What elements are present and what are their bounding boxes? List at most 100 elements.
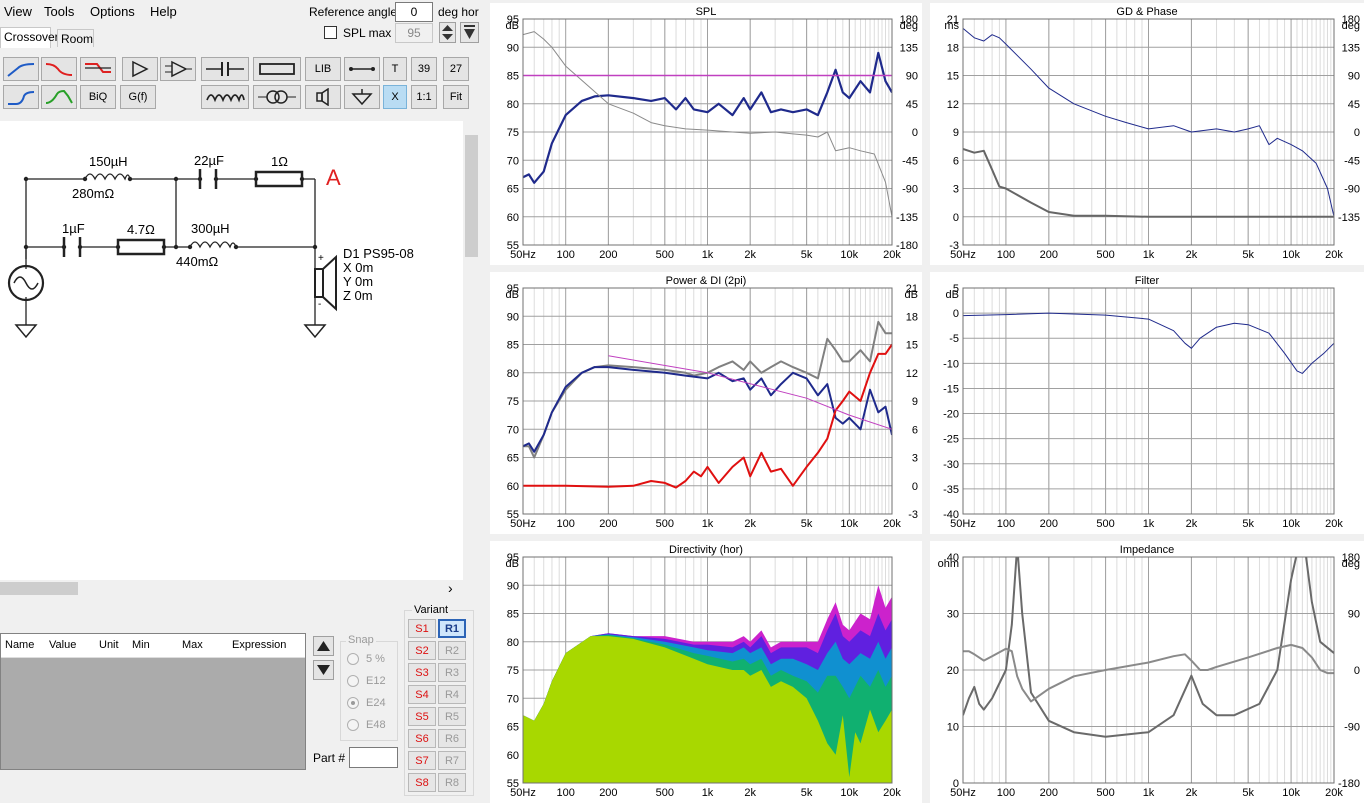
snap-option-5-percent[interactable]: 5 %	[347, 653, 385, 666]
y-tick-label: 0	[953, 308, 959, 320]
menu-help[interactable]: Help	[150, 4, 177, 19]
x-tick-label: 200	[1040, 518, 1058, 530]
transfer-function-button[interactable]: G(f)	[120, 85, 156, 109]
schematic-vertical-scrollbar[interactable]	[463, 121, 480, 580]
arrow-down-bar-icon	[464, 25, 475, 39]
column-unit[interactable]: Unit	[99, 639, 119, 651]
series-1-curve	[523, 366, 892, 453]
filter-chart[interactable]: Filter 50Hz 100 200 500 1k 2k 5k 10k 20k 5 0 -5 -10 -1…	[930, 272, 1364, 534]
bandpass-button[interactable]	[41, 85, 77, 109]
x-tick-label: 100	[997, 518, 1015, 530]
variant-s8-button[interactable]: S8	[408, 773, 436, 792]
y2-tick-label: 90	[906, 71, 918, 83]
variant-s2-button[interactable]: S2	[408, 641, 436, 660]
variant-r8-button[interactable]: R8	[438, 773, 466, 792]
schematic-horizontal-scrollbar[interactable]: ›	[0, 580, 463, 597]
inductor-button[interactable]	[201, 85, 249, 109]
move-down-button[interactable]	[313, 660, 334, 680]
spl-max-spinner[interactable]	[439, 22, 456, 43]
menu-options[interactable]: Options	[90, 4, 135, 19]
variant-r2-button[interactable]: R2	[438, 641, 466, 660]
variant-r1-button[interactable]: R1	[438, 619, 466, 638]
horizontal-scroll-thumb[interactable]	[0, 582, 78, 595]
variant-s6-button[interactable]: S6	[408, 729, 436, 748]
zoom-1-1-button[interactable]: 1:1	[411, 85, 437, 109]
highpass-2-button[interactable]	[3, 85, 39, 109]
text-button[interactable]: T	[383, 57, 407, 81]
driver-button[interactable]	[305, 85, 341, 109]
resistor-button[interactable]	[253, 57, 301, 81]
y2-tick-label: -135	[1338, 212, 1360, 224]
variant-s1-button[interactable]: S1	[408, 619, 436, 638]
move-up-button[interactable]	[313, 636, 334, 656]
part-number-input[interactable]	[349, 747, 398, 768]
variant-r6-button[interactable]: R6	[438, 729, 466, 748]
column-min[interactable]: Min	[132, 639, 150, 651]
spl-max-input[interactable]: 95	[395, 23, 433, 43]
column-value[interactable]: Value	[49, 639, 77, 651]
impedance-chart[interactable]: Impedance 50Hz 100 200 500 1k 2k 5k 10k 20k 40 30 20…	[930, 541, 1364, 803]
variant-r4-button[interactable]: R4	[438, 685, 466, 704]
lowpass-1-button[interactable]	[41, 57, 77, 81]
series-0-curve	[963, 28, 1334, 217]
parameter-grid[interactable]: Name Value Unit Min Max Expression	[0, 633, 306, 770]
spl-max-checkbox[interactable]	[324, 26, 337, 39]
biquad-button[interactable]: BiQ	[80, 85, 116, 109]
speaker-icon	[316, 88, 329, 106]
capacitor-c2-value: 1µF	[62, 221, 85, 236]
x-toggle-button[interactable]: X	[383, 85, 407, 109]
variant-s5-button[interactable]: S5	[408, 707, 436, 726]
y-tick-label: 0	[953, 212, 959, 224]
highpass-1-button[interactable]	[3, 57, 39, 81]
spl-chart[interactable]: SPL 50Hz 100 200 500 1k 2k 5k 10k 20k 95 90 85 80 75 70…	[490, 3, 922, 265]
y-tick-label: 95	[507, 14, 519, 26]
value-27-button[interactable]: 27	[443, 57, 469, 81]
inductor-l2-value: 300µH	[191, 221, 230, 236]
y-tick-label: 95	[507, 283, 519, 295]
zoom-fit-button[interactable]: Fit	[443, 85, 469, 109]
y-axis-unit: dB	[506, 289, 519, 301]
triangle-up-icon	[317, 641, 330, 651]
power-di-chart[interactable]: Power & DI (2pi) 50Hz 100 200 500 1k 2k 5k 10k 20…	[490, 272, 922, 534]
menu-tools[interactable]: Tools	[44, 4, 75, 19]
tab-crossover[interactable]: Crossover	[0, 27, 59, 48]
chart-svg: SPL 50Hz 100 200 500 1k 2k 5k 10k 20k 95 90 85 80 75 70…	[506, 6, 918, 261]
ground-button[interactable]	[344, 85, 380, 109]
variant-s4-button[interactable]: S4	[408, 685, 436, 704]
x-tick-label: 200	[599, 787, 617, 799]
transformer-button[interactable]	[253, 85, 301, 109]
scroll-right-icon[interactable]: ›	[448, 580, 453, 596]
variant-r3-button[interactable]: R3	[438, 663, 466, 682]
variant-s3-button[interactable]: S3	[408, 663, 436, 682]
variant-r5-button[interactable]: R5	[438, 707, 466, 726]
tab-room[interactable]: Room	[57, 29, 94, 47]
spl-max-reset-button[interactable]	[460, 22, 479, 43]
y-tick-label: -3	[949, 240, 959, 252]
menu-view[interactable]: View	[4, 4, 32, 19]
snap-option-e48[interactable]: E48	[347, 719, 386, 732]
opamp-button[interactable]	[160, 57, 196, 81]
library-button[interactable]: LIB	[305, 57, 341, 81]
snap-option-e12[interactable]: E12	[347, 675, 386, 688]
snap-option-e24[interactable]: E24	[347, 697, 386, 710]
schematic-canvas[interactable]: + - 150µH 280mΩ 22µF 1Ω A 1µF 4.7Ω 300µH…	[0, 121, 463, 580]
shelf-filter-button[interactable]	[80, 57, 116, 81]
variant-label: Variant	[412, 604, 451, 616]
column-name[interactable]: Name	[5, 639, 35, 651]
y-tick-label: -30	[943, 459, 959, 471]
gd-phase-chart[interactable]: GD & Phase 50Hz 100 200 500 1k 2k 5k 10k 20k 21 18 1…	[930, 3, 1364, 265]
wire-button[interactable]	[344, 57, 380, 81]
vertical-scroll-thumb[interactable]	[465, 135, 478, 257]
variant-r7-button[interactable]: R7	[438, 751, 466, 770]
x-tick-label: 20k	[1325, 787, 1343, 799]
x-tick-label: 500	[656, 249, 674, 261]
value-39-button[interactable]: 39	[411, 57, 437, 81]
column-expression[interactable]: Expression	[232, 639, 287, 651]
column-max[interactable]: Max	[182, 639, 203, 651]
capacitor-button[interactable]	[201, 57, 249, 81]
directivity-chart[interactable]: Directivity (hor) 50Hz 100 200 500 1k 2k 5k 10k 2…	[490, 541, 922, 803]
x-tick-label: 2k	[744, 518, 756, 530]
amplifier-button[interactable]	[122, 57, 158, 81]
reference-angle-input[interactable]: 0	[395, 2, 433, 22]
variant-s7-button[interactable]: S7	[408, 751, 436, 770]
